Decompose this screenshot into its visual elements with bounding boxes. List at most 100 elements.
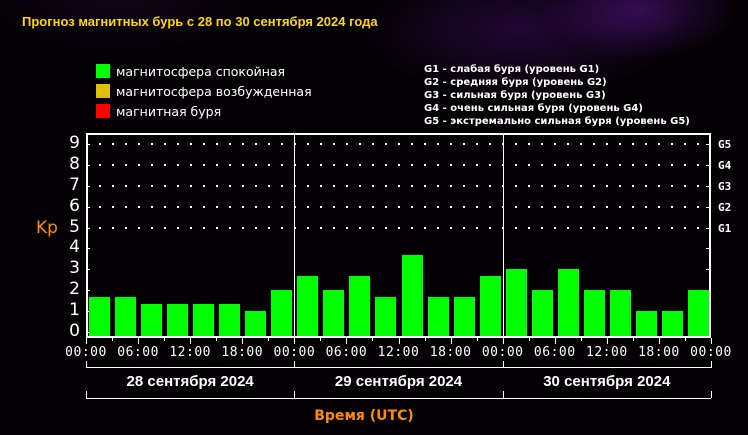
x-tick bbox=[112, 338, 114, 341]
grid-dot bbox=[320, 143, 322, 146]
grid-dot bbox=[320, 184, 322, 187]
grid-dot bbox=[177, 226, 179, 229]
x-tick bbox=[372, 338, 374, 341]
grid-dot bbox=[411, 226, 413, 229]
grid-dot bbox=[333, 164, 335, 167]
grid-dot bbox=[684, 143, 686, 146]
x-tick bbox=[398, 338, 400, 344]
grid-dot bbox=[450, 143, 452, 146]
grid-dot bbox=[203, 143, 205, 146]
kp-bar bbox=[375, 296, 397, 337]
x-tick-label: 00:00 bbox=[481, 345, 524, 360]
grid-dot bbox=[437, 205, 439, 208]
g5-description: G5 - экстремально сильная буря (уровень … bbox=[424, 116, 690, 127]
grid-dot bbox=[528, 143, 530, 146]
grid-dot bbox=[671, 205, 673, 208]
grid-dot bbox=[99, 205, 101, 208]
y-tick bbox=[86, 248, 90, 250]
kp-bar bbox=[531, 289, 553, 337]
kp-bar bbox=[609, 289, 631, 337]
kp-bar bbox=[115, 296, 137, 337]
grid-dot bbox=[515, 164, 517, 167]
grid-dot bbox=[398, 164, 400, 167]
grid-dot bbox=[333, 184, 335, 187]
grid-dot bbox=[398, 143, 400, 146]
legend-swatch-calm bbox=[96, 64, 110, 78]
grid-dot bbox=[424, 226, 426, 229]
kp-bar bbox=[219, 303, 241, 337]
grid-dot bbox=[424, 143, 426, 146]
kp-bar bbox=[141, 303, 163, 337]
grid-dot bbox=[216, 164, 218, 167]
grid-dot bbox=[333, 205, 335, 208]
grid-dot bbox=[411, 205, 413, 208]
grid-dot bbox=[541, 143, 543, 146]
x-tick-label: 06:00 bbox=[117, 345, 159, 360]
x-tick-label: 12:00 bbox=[377, 345, 420, 360]
grid-dot bbox=[112, 184, 114, 187]
grid-dot bbox=[125, 184, 127, 187]
y-tick-right bbox=[706, 144, 710, 146]
grid-dot bbox=[268, 226, 270, 229]
grid-dot bbox=[450, 184, 452, 187]
grid-dot bbox=[645, 205, 647, 208]
grid-dot bbox=[372, 143, 374, 146]
grid-dot bbox=[671, 226, 673, 229]
grid-dot bbox=[203, 184, 205, 187]
y-tick-right bbox=[706, 227, 710, 229]
x-tick-label: 12:00 bbox=[169, 345, 211, 360]
grid-dot bbox=[99, 226, 101, 229]
grid-dot bbox=[216, 205, 218, 208]
grid-dot bbox=[385, 205, 387, 208]
y-tick bbox=[86, 331, 90, 333]
grid-dot bbox=[190, 184, 192, 187]
grid-dot bbox=[567, 143, 569, 146]
grid-dot bbox=[320, 205, 322, 208]
grid-dot bbox=[385, 164, 387, 167]
grid-dot bbox=[541, 164, 543, 167]
y-tick-right bbox=[706, 165, 710, 167]
grid-dot bbox=[476, 164, 478, 167]
grid-dot bbox=[307, 164, 309, 167]
date-bracket-tick bbox=[294, 361, 296, 368]
legend-swatch-excited bbox=[96, 84, 110, 98]
grid-dot bbox=[99, 143, 101, 146]
grid-dot bbox=[138, 164, 140, 167]
grid-dot bbox=[320, 226, 322, 229]
grid-dot bbox=[619, 184, 621, 187]
grid-dot bbox=[268, 205, 270, 208]
grid-dot bbox=[242, 164, 244, 167]
grid-dot bbox=[684, 226, 686, 229]
grid-dot bbox=[125, 164, 127, 167]
grid-dot bbox=[177, 164, 179, 167]
grid-dot bbox=[489, 164, 491, 167]
y-tick bbox=[86, 269, 90, 271]
x-tick-label: 18:00 bbox=[638, 345, 680, 360]
x-tick bbox=[320, 338, 322, 341]
x-tick bbox=[502, 338, 504, 344]
grid-dot bbox=[606, 143, 608, 146]
grid-dot bbox=[541, 205, 543, 208]
kp-bar bbox=[479, 275, 501, 337]
grid-dot bbox=[307, 184, 309, 187]
grid-dot bbox=[177, 143, 179, 146]
grid-dot bbox=[424, 184, 426, 187]
grid-dot bbox=[112, 164, 114, 167]
grid-dot bbox=[203, 226, 205, 229]
date-bracket-tick bbox=[86, 391, 87, 398]
grid-dot bbox=[580, 226, 582, 229]
legend-label: магнитосфера спокойная bbox=[116, 63, 286, 79]
g2-description: G2 - средняя буря (уровень G2) bbox=[424, 77, 607, 88]
grid-dot bbox=[229, 184, 231, 187]
grid-dot bbox=[671, 164, 673, 167]
grid-dot bbox=[593, 164, 595, 167]
y-tick-label: 2 bbox=[69, 278, 80, 299]
grid-dot bbox=[346, 205, 348, 208]
grid-dot bbox=[138, 226, 140, 229]
grid-dot bbox=[255, 205, 257, 208]
grid-dot bbox=[554, 164, 556, 167]
x-tick bbox=[216, 338, 218, 341]
x-tick bbox=[164, 338, 166, 341]
grid-dot bbox=[151, 164, 153, 167]
grid-dot bbox=[424, 164, 426, 167]
